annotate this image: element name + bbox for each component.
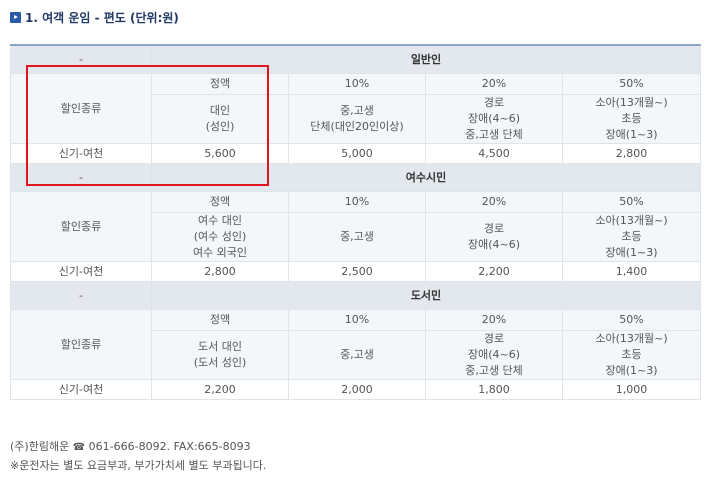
table-row: 도서 대인 (도서 성인) 중,고생 경로 장애(4~6) 중,고생 단체 소아… [11, 330, 701, 380]
table-row: 신기-여천 5,600 5,000 4,500 2,800 [10, 143, 701, 164]
section-title-text: 1. 여객 운임 - 편도 (단위:원) [25, 10, 179, 25]
route-label: 신기-여천 [10, 143, 152, 164]
rate-cell: 정액 [151, 191, 289, 213]
kind-line: 도서 대인 [198, 340, 242, 353]
price-cell: 2,200 [151, 379, 289, 400]
kind-cell: 대인 (성인) [151, 94, 289, 144]
kind-line: 소아(13개월~) [595, 214, 668, 227]
rate-cell: 20% [425, 191, 563, 213]
price-cell: 5,000 [288, 143, 426, 164]
phone-icon: ☎ [72, 442, 86, 453]
kind-cell: 중,고생 [288, 330, 426, 380]
table-row: - 일반인 [10, 44, 701, 74]
kind-line: 장애(4~6) [467, 238, 521, 251]
table-row: 대인 (성인) 중,고생 단체(대인20인이상) 경로 장애(4~6) 중,고생… [11, 94, 701, 144]
kind-line: 소아(13개월~) [595, 96, 668, 109]
table-row: - 여수시민 [10, 163, 701, 192]
kind-cell: 경로 장애(4~6) [425, 212, 563, 262]
footer-info: (주)한림해운 ☎ 061-666-8092. FAX:665-8093 ※운전… [10, 438, 266, 475]
kind-line: 장애(4~6) [467, 112, 521, 125]
kind-cell: 중,고생 [288, 212, 426, 262]
kind-line: 대인 [209, 104, 231, 117]
kind-cell: 중,고생 단체(대인20인이상) [288, 94, 426, 144]
kind-line: 장애(1~3) [605, 128, 658, 141]
kind-line: 초등 [621, 230, 642, 243]
section-title: 1. 여객 운임 - 편도 (단위:원) [10, 8, 179, 26]
company-name: (주)한림해운 [10, 440, 70, 453]
kind-cell: 소아(13개월~) 초등 장애(1~3) [562, 330, 701, 380]
fare-table: - 일반인 할인종류 정액 10% 20% 50% 대인 (성인) 중,고생 단… [10, 44, 701, 400]
table-row: 할인종류 정액 10% 20% 50% [10, 309, 701, 380]
group-header: 도서민 [151, 281, 701, 310]
kind-line: 장애(1~3) [605, 246, 658, 259]
rate-cell: 20% [425, 309, 563, 331]
price-cell: 1,000 [562, 379, 701, 400]
rate-cell: 50% [562, 73, 701, 95]
table-row: 할인종류 정액 10% 20% 50% [10, 191, 701, 262]
table-row: 할인종류 정액 10% 20% 50% [10, 73, 701, 144]
rate-cell: 50% [562, 191, 701, 213]
kind-cell: 경로 장애(4~6) 중,고생 단체 [425, 330, 563, 380]
dash-cell: - [10, 281, 152, 310]
kind-line: 중,고생 [340, 230, 374, 243]
dash-cell: - [10, 163, 152, 192]
kind-label: 할인종류 [10, 309, 152, 380]
price-cell: 2,200 [425, 261, 563, 282]
kind-label: 할인종류 [10, 191, 152, 262]
rate-cell: 정액 [151, 309, 289, 331]
kind-cell: 경로 장애(4~6) 중,고생 단체 [425, 94, 563, 144]
rate-cell: 20% [425, 73, 563, 95]
table-row: - 도서민 [10, 281, 701, 310]
rate-cell: 정액 [151, 73, 289, 95]
kind-line: 여수 외국인 [192, 246, 248, 259]
group-header: 여수시민 [151, 163, 701, 192]
kind-line: 중,고생 단체 [465, 364, 523, 377]
kind-line: 초등 [621, 112, 642, 125]
kind-line: 중,고생 [340, 104, 374, 117]
dash-cell: - [10, 44, 152, 74]
price-cell: 1,800 [425, 379, 563, 400]
price-cell: 2,800 [151, 261, 289, 282]
kind-line: 소아(13개월~) [595, 332, 668, 345]
contact-line: (주)한림해운 ☎ 061-666-8092. FAX:665-8093 [10, 438, 266, 457]
rate-cell: 10% [288, 191, 426, 213]
kind-line: 경로 [483, 332, 505, 345]
kind-cell: 소아(13개월~) 초등 장애(1~3) [562, 212, 701, 262]
kind-line: (성인) [205, 120, 235, 133]
kind-line: 장애(1~3) [605, 364, 658, 377]
route-label: 신기-여천 [10, 379, 152, 400]
kind-line: (도서 성인) [193, 356, 247, 369]
kind-line: 여수 대인 [198, 214, 242, 227]
group-header: 일반인 [151, 44, 701, 74]
kind-line: 중,고생 [340, 348, 374, 361]
driver-note: ※운전자는 별도 요금부과, 부가가치세 별도 부과됩니다. [10, 459, 267, 472]
kind-cell: 소아(13개월~) 초등 장애(1~3) [562, 94, 701, 144]
kind-line: 초등 [621, 348, 642, 361]
bullet-arrow-icon [10, 11, 21, 23]
kind-line: 장애(4~6) [467, 348, 521, 361]
kind-line: (여수 성인) [193, 230, 247, 243]
kind-cell: 도서 대인 (도서 성인) [151, 330, 289, 380]
price-cell: 1,400 [562, 261, 701, 282]
rate-cell: 10% [288, 73, 426, 95]
price-cell: 2,800 [562, 143, 701, 164]
price-cell: 5,600 [151, 143, 289, 164]
price-cell: 2,000 [288, 379, 426, 400]
price-cell: 4,500 [425, 143, 563, 164]
rate-cell: 10% [288, 309, 426, 331]
kind-line: 경로 [483, 222, 505, 235]
kind-label: 할인종류 [10, 73, 152, 144]
table-row: 신기-여천 2,800 2,500 2,200 1,400 [10, 261, 701, 282]
kind-line: 중,고생 단체 [465, 128, 523, 141]
table-row: 신기-여천 2,200 2,000 1,800 1,000 [10, 379, 701, 400]
kind-cell: 여수 대인 (여수 성인) 여수 외국인 [151, 212, 289, 262]
phone-number: 061-666-8092. FAX:665-8093 [88, 440, 251, 453]
table-row: 여수 대인 (여수 성인) 여수 외국인 중,고생 경로 장애(4~6) 소아(… [11, 212, 701, 262]
rate-cell: 50% [562, 309, 701, 331]
price-cell: 2,500 [288, 261, 426, 282]
route-label: 신기-여천 [10, 261, 152, 282]
kind-line: 경로 [483, 96, 505, 109]
kind-line: 단체(대인20인이상) [310, 120, 404, 133]
